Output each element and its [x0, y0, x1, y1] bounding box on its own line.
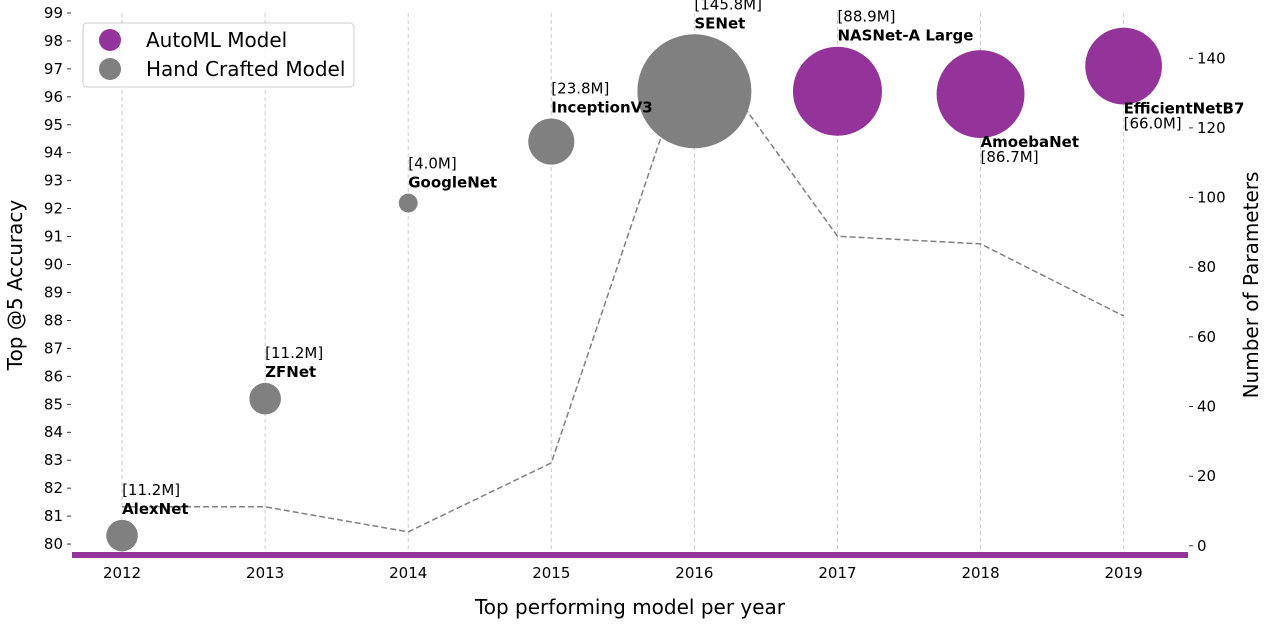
y2-axis-label: Number of Parameters	[1239, 172, 1263, 399]
x-tick-label: 2014	[389, 564, 427, 582]
x-tick-label: 2016	[675, 564, 713, 582]
y-axis-label: Top @5 Accuracy	[3, 200, 27, 372]
y-tick-label: 85	[44, 395, 63, 413]
y-tick-label: 88	[44, 311, 63, 329]
y2-tick-label: 100	[1197, 189, 1226, 207]
y2-tick-label: 20	[1197, 467, 1216, 485]
y-tick-label: 95	[44, 116, 63, 134]
point-nasnet-a-large	[792, 46, 882, 136]
y2-tick-label: 40	[1197, 398, 1216, 416]
annotation-model-name: AlexNet	[122, 500, 189, 518]
point-googlenet	[398, 193, 418, 213]
y-tick-label: 82	[44, 479, 63, 497]
params-line	[122, 36, 1124, 533]
point-efficientnetb7	[1085, 27, 1162, 105]
annotation-params: [145.8M]	[694, 0, 762, 13]
annotation-model-name: GoogleNet	[408, 174, 497, 192]
y-tick-label: 93	[44, 172, 63, 190]
y-tick-label: 96	[44, 88, 63, 106]
legend-marker-automl	[99, 29, 121, 51]
annotation-params: [88.9M]	[837, 8, 895, 26]
legend: AutoML Model Hand Crafted Model	[82, 22, 355, 88]
y-tick-label: 89	[44, 283, 63, 301]
y2-tick-label: 80	[1197, 258, 1216, 276]
legend-label-hand-crafted: Hand Crafted Model	[146, 57, 345, 81]
data-points	[106, 27, 1162, 552]
legend-label-automl: AutoML Model	[146, 28, 287, 52]
annotation-model-name: EfficientNetB7	[1124, 99, 1245, 117]
y-tick-label: 86	[44, 367, 63, 385]
right-y-axis: 0 20 40 60 80 100 120 140	[1189, 49, 1226, 555]
annotation-params: [86.7M]	[981, 148, 1039, 166]
y-tick-label: 97	[44, 60, 63, 78]
y-tick-label: 99	[44, 4, 63, 22]
annotation-model-name: AmoebaNet	[981, 133, 1079, 151]
annotation-model-name: InceptionV3	[551, 99, 652, 117]
y-tick-label: 94	[44, 144, 63, 162]
y2-tick-label: 60	[1197, 328, 1216, 346]
legend-box	[82, 22, 355, 88]
legend-marker-hand-crafted	[99, 58, 121, 80]
y2-tick-label: 120	[1197, 119, 1226, 137]
y-tick-label: 84	[44, 423, 63, 441]
y-tick-label: 92	[44, 200, 63, 218]
point-zfnet	[249, 382, 281, 415]
y-tick-label: 87	[44, 339, 63, 357]
point-annotations: [11.2M]AlexNet[11.2M]ZFNet[4.0M]GoogleNe…	[122, 0, 1244, 518]
annotation-params: [23.8M]	[551, 80, 609, 98]
y-tick-label: 81	[44, 507, 63, 525]
y-tick-label: 83	[44, 451, 63, 469]
point-inceptionv3	[528, 118, 575, 165]
y-tick-label: 98	[44, 32, 63, 50]
x-tick-label: 2013	[246, 564, 284, 582]
annotation-params: [66.0M]	[1124, 114, 1182, 132]
annotation-params: [11.2M]	[122, 481, 180, 499]
left-y-axis: 80 81 82 83 84 85 86 87 88 89 90 91 92 93 94 95 96 97 98 99	[44, 4, 71, 553]
annotation-model-name: ZFNet	[265, 363, 316, 381]
x-tick-label: 2012	[103, 564, 141, 582]
annotation-params: [11.2M]	[265, 344, 323, 362]
point-alexnet	[106, 519, 138, 552]
x-tick-label: 2017	[818, 564, 856, 582]
x-axis-label: Top performing model per year	[474, 595, 786, 619]
point-amoebanet	[936, 50, 1025, 139]
annotation-model-name: SENet	[694, 14, 745, 32]
x-axis: 2012 2013 2014 2015 2016 2017 2018 2019	[103, 564, 1143, 582]
point-senet	[637, 34, 752, 149]
params-line-group	[122, 36, 1124, 533]
annotation-model-name: NASNet-A Large	[837, 27, 973, 45]
y-tick-label: 80	[44, 535, 63, 553]
y-tick-label: 90	[44, 256, 63, 274]
annotation-params: [4.0M]	[408, 155, 457, 173]
x-tick-label: 2019	[1105, 564, 1143, 582]
x-tick-label: 2018	[961, 564, 999, 582]
y-tick-label: 91	[44, 228, 63, 246]
y2-tick-label: 140	[1197, 49, 1226, 67]
y2-tick-label: 0	[1197, 537, 1207, 555]
x-tick-label: 2015	[532, 564, 570, 582]
